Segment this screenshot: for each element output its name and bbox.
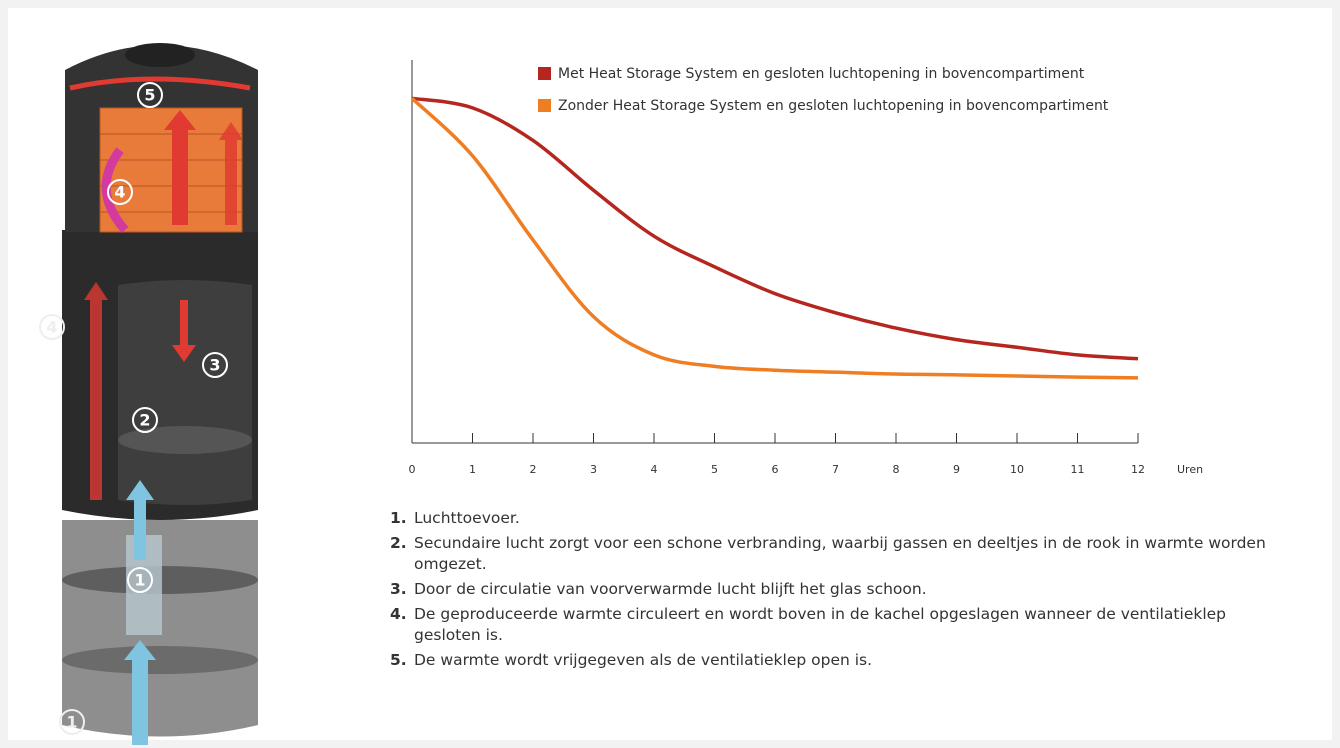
item-number: 5. [390,650,414,671]
item-number: 3. [390,579,414,600]
x-tick-label: 12 [1131,463,1145,476]
x-tick-label: 1 [469,463,476,476]
list-item: 2.Secundaire lucht zorgt voor een schone… [390,533,1280,575]
item-number: 4. [390,604,414,646]
x-tick-label: 11 [1071,463,1085,476]
marker-label: 1 [134,571,145,590]
series-line [412,98,1138,358]
legend-label: Met Heat Storage System en gesloten luch… [558,66,1085,82]
item-text: De warmte wordt vrijgegeven als de venti… [414,650,872,671]
marker-label: 1 [66,713,77,732]
list-item: 1.Luchttoevoer. [390,508,1280,529]
x-tick-label: 3 [590,463,597,476]
x-tick-label: 5 [711,463,718,476]
item-text: De geproduceerde warmte circuleert en wo… [414,604,1280,646]
x-axis-label: Uren [1177,463,1203,476]
item-number: 2. [390,533,414,575]
legend-swatch [538,99,551,112]
x-tick-label: 8 [893,463,900,476]
x-tick-label: 9 [953,463,960,476]
series-line [412,98,1138,378]
shelf [62,646,258,674]
item-text: Secundaire lucht zorgt voor een schone v… [414,533,1280,575]
x-tick-label: 0 [409,463,416,476]
x-tick-label: 10 [1010,463,1024,476]
item-number: 1. [390,508,414,529]
item-text: Luchttoevoer. [414,508,520,529]
x-tick-label: 6 [772,463,779,476]
list-item: 4.De geproduceerde warmte circuleert en … [390,604,1280,646]
x-tick-label: 2 [530,463,537,476]
legend-label: Zonder Heat Storage System en gesloten l… [558,98,1109,114]
item-text: Door de circulatie van voorverwarmde luc… [414,579,927,600]
x-tick-label: 4 [651,463,658,476]
page: {"chart_data": {"type": "line", "x": [0,… [0,0,1340,748]
x-tick-label: 7 [832,463,839,476]
legend-swatch [538,67,551,80]
numbered-list: 1.Luchttoevoer.2.Secundaire lucht zorgt … [390,508,1280,675]
list-item: 5.De warmte wordt vrijgegeven als de ven… [390,650,1280,671]
list-item: 3.Door de circulatie van voorverwarmde l… [390,579,1280,600]
